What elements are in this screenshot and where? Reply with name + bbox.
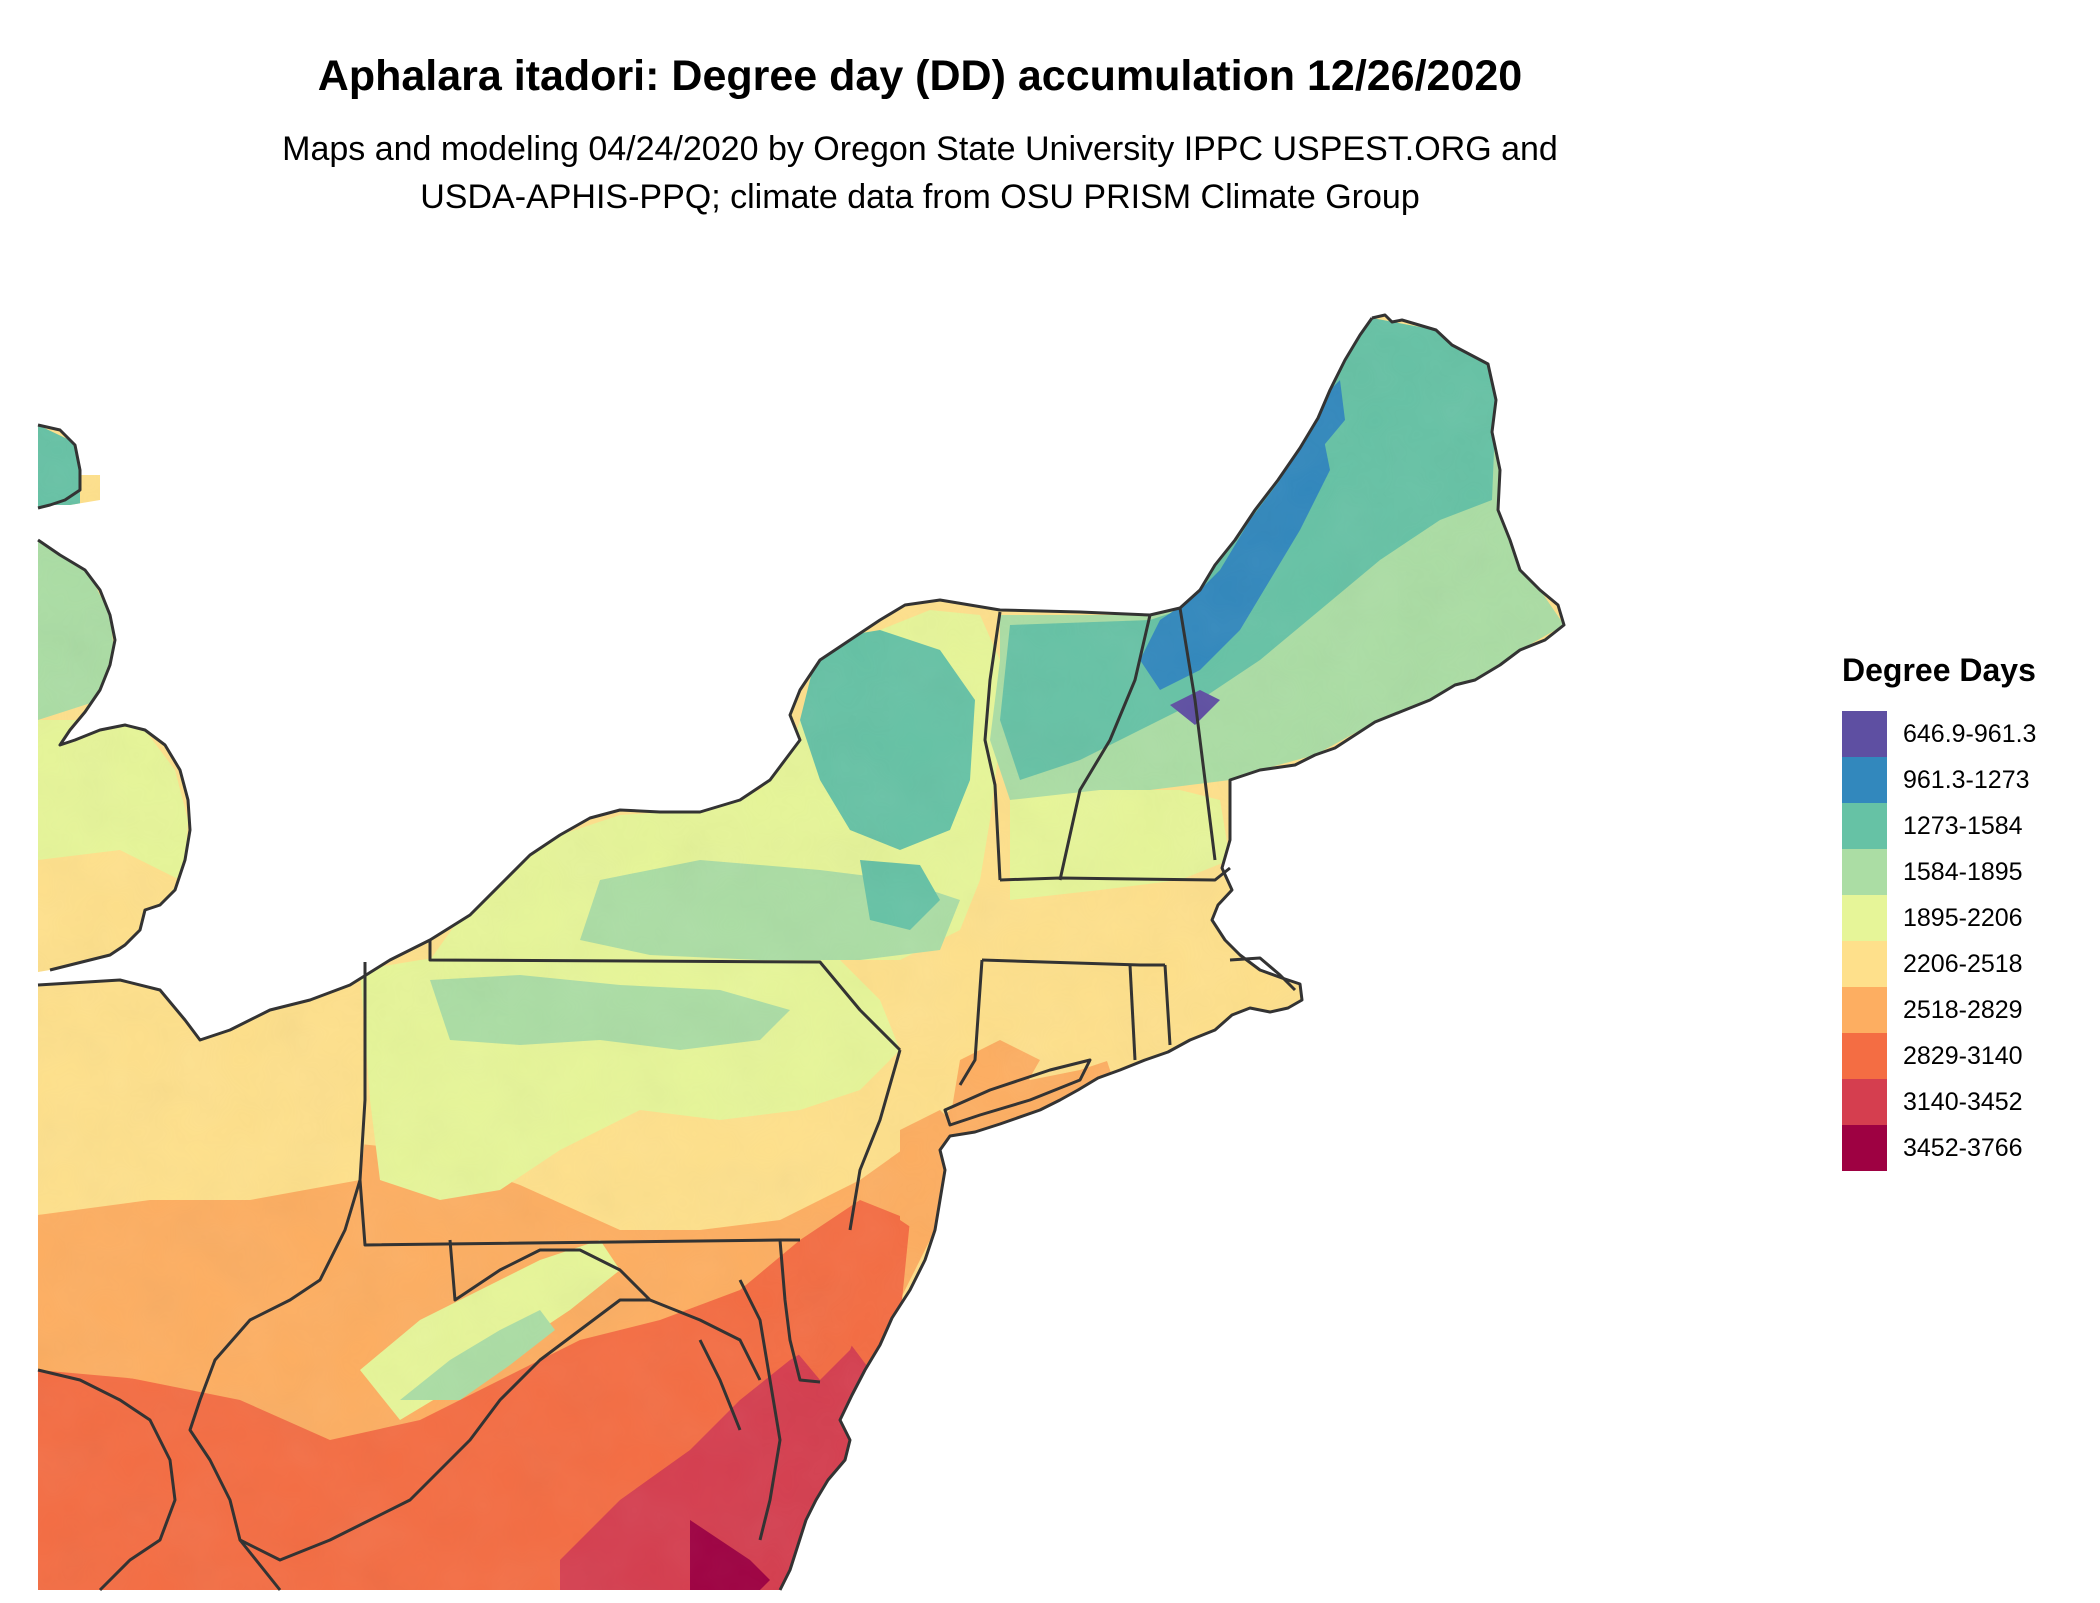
legend-item: 1584-1895 <box>1842 849 2082 895</box>
legend-item: 646.9-961.3 <box>1842 711 2082 757</box>
legend-item: 1273-1584 <box>1842 803 2082 849</box>
legend-swatch <box>1842 711 1887 757</box>
legend-item: 961.3-1273 <box>1842 757 2082 803</box>
legend-swatch <box>1842 1079 1887 1125</box>
legend-swatch <box>1842 803 1887 849</box>
legend-item: 2206-2518 <box>1842 941 2082 987</box>
legend-title: Degree Days <box>1842 652 2036 688</box>
legend-label: 2206-2518 <box>1903 949 2023 978</box>
map-title: Aphalara itadori: Degree day (DD) accumu… <box>317 52 1523 100</box>
legend-label: 961.3-1273 <box>1903 765 2030 794</box>
legend-label: 2518-2829 <box>1903 995 2023 1024</box>
legend-items: 646.9-961.3 961.3-1273 1273-1584 1584-1895 1… <box>1842 711 2082 1171</box>
legend-swatch <box>1842 941 1887 987</box>
subtitle-line-2: USDA-APHIS-PPQ; climate data from OSU PR… <box>420 178 1420 216</box>
subtitle-line-1: Maps and modeling 04/24/2020 by Oregon S… <box>282 130 1558 168</box>
legend-label: 3140-3452 <box>1903 1087 2023 1116</box>
legend-item: 2829-3140 <box>1842 1033 2082 1079</box>
legend-item: 2518-2829 <box>1842 987 2082 1033</box>
state-boundaries <box>37 313 1566 1592</box>
legend-label: 1584-1895 <box>1903 857 2023 886</box>
legend-item: 3452-3766 <box>1842 1125 2082 1171</box>
legend-item: 3140-3452 <box>1842 1079 2082 1125</box>
legend-swatch <box>1842 757 1887 803</box>
legend-item: 1895-2206 <box>1842 895 2082 941</box>
legend-swatch <box>1842 1033 1887 1079</box>
legend-label: 1895-2206 <box>1903 903 2023 932</box>
map-subtitle: Maps and modeling 04/24/2020 by Oregon S… <box>0 125 1840 221</box>
legend-label: 646.9-961.3 <box>1903 719 2037 748</box>
legend-swatch <box>1842 987 1887 1033</box>
legend: Degree Days 646.9-961.3 961.3-1273 1273-15… <box>1842 652 2082 1171</box>
legend-label: 3452-3766 <box>1903 1133 2023 1162</box>
legend-swatch <box>1842 849 1887 895</box>
legend-swatch <box>1842 1125 1887 1171</box>
legend-swatch <box>1842 895 1887 941</box>
legend-label: 1273-1584 <box>1903 811 2023 840</box>
legend-label: 2829-3140 <box>1903 1041 2023 1070</box>
